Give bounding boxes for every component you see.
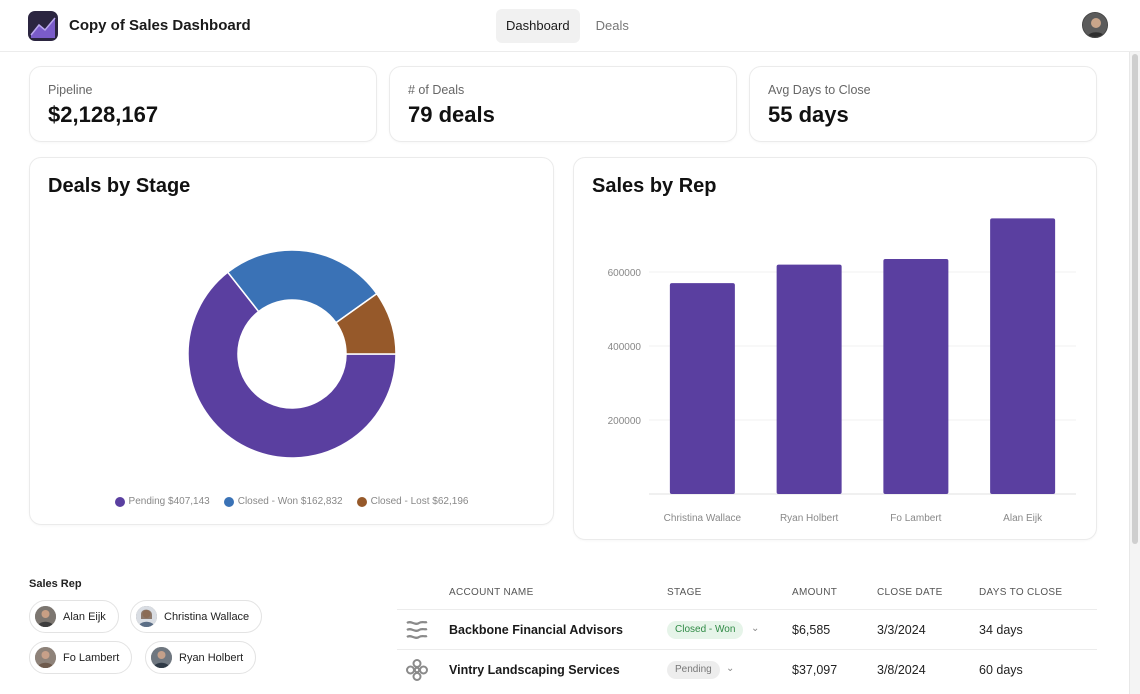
rep-chip-alan-eijk[interactable]: Alan Eijk (29, 600, 119, 633)
avatar (35, 647, 56, 668)
stage-badge[interactable]: Closed - Won (667, 621, 744, 639)
kpi-card-avg-days: Avg Days to Close 55 days (749, 66, 1097, 142)
amount-cell: $6,585 (792, 623, 831, 637)
bar-fo-lambert[interactable] (883, 259, 949, 494)
legend-label: Closed - Won $162,832 (237, 496, 343, 507)
sales-by-rep-card: Sales by Rep 200000 400000 600000 Christina… (573, 157, 1097, 540)
bar-alan-eijk[interactable] (990, 218, 1056, 494)
kpi-label: Pipeline (48, 83, 93, 97)
legend-label: Pending $407,143 (128, 496, 210, 507)
main-nav: Dashboard Deals (496, 9, 639, 43)
chevron-down-icon[interactable]: ⌄ (726, 663, 735, 674)
kpi-value: 79 deals (408, 102, 495, 127)
chart-legend: Pending $407,143 Closed - Won $162,832 C… (30, 496, 553, 507)
y-tick-label: 400000 (608, 342, 642, 353)
chevron-down-icon[interactable]: ⌄ (751, 623, 760, 634)
flower-logo-icon (405, 658, 429, 682)
donut-chart (187, 249, 397, 459)
rep-chip-label: Christina Wallace (164, 610, 250, 623)
y-tick-label: 200000 (608, 416, 642, 427)
column-header-stage[interactable]: STAGE (667, 587, 702, 598)
kpi-card-deals: # of Deals 79 deals (389, 66, 737, 142)
app-logo-icon (28, 11, 58, 41)
close-date-cell: 3/8/2024 (877, 663, 926, 677)
x-tick-label: Fo Lambert (890, 513, 941, 524)
avatar (35, 606, 56, 627)
column-header-account[interactable]: ACCOUNT NAME (449, 587, 534, 598)
close-date-cell: 3/3/2024 (877, 623, 926, 637)
page-scrollbar[interactable] (1129, 52, 1140, 694)
wave-logo-icon (405, 618, 429, 642)
column-header-amount[interactable]: AMOUNT (792, 587, 838, 598)
rep-chip-label: Fo Lambert (63, 651, 120, 664)
deals-by-stage-card: Deals by Stage Pending $407,143 Closed -… (29, 157, 554, 525)
avatar (151, 647, 172, 668)
legend-swatch (114, 496, 125, 507)
column-header-close-date[interactable]: CLOSE DATE (877, 587, 943, 598)
donut-slice-pending[interactable] (187, 271, 397, 459)
amount-cell: $37,097 (792, 663, 838, 677)
rep-chip-label: Alan Eijk (63, 610, 106, 623)
bar-ryan-holbert[interactable] (776, 264, 842, 494)
rep-chip-christina-wallace[interactable]: Christina Wallace (130, 600, 263, 633)
donut-slice-closed-lost[interactable] (334, 292, 397, 355)
column-header-days-to-close[interactable]: DAYS TO CLOSE (979, 587, 1063, 598)
kpi-value: $2,128,167 (48, 102, 159, 127)
days-to-close-cell: 34 days (979, 623, 1023, 637)
legend-label: Closed - Lost $62,196 (370, 496, 469, 507)
x-tick-label: Ryan Holbert (780, 513, 839, 524)
legend-swatch (223, 496, 234, 507)
avatar (136, 606, 157, 627)
x-tick-label: Christina Wallace (664, 513, 742, 524)
rep-chip-fo-lambert[interactable]: Fo Lambert (29, 641, 133, 674)
table-row[interactable]: Backbone Financial Advisors Closed - Won… (397, 609, 1097, 649)
account-name[interactable]: Vintry Landscaping Services (449, 663, 620, 677)
chart-title: Deals by Stage (48, 175, 191, 197)
donut-slice-closed-won[interactable] (226, 249, 378, 324)
kpi-value: 55 days (768, 102, 849, 127)
kpi-card-pipeline: Pipeline $2,128,167 (29, 66, 377, 142)
y-tick-label: 600000 (608, 268, 642, 279)
legend-item-pending[interactable]: Pending $407,143 (114, 496, 210, 507)
stage-badge[interactable]: Pending (667, 661, 720, 679)
legend-swatch (356, 496, 367, 507)
app-title: Copy of Sales Dashboard (69, 17, 251, 34)
legend-item-closed-won[interactable]: Closed - Won $162,832 (223, 496, 343, 507)
top-bar: Copy of Sales Dashboard Dashboard Deals (0, 0, 1140, 52)
account-name[interactable]: Backbone Financial Advisors (449, 623, 623, 637)
kpi-label: # of Deals (408, 83, 465, 97)
days-to-close-cell: 60 days (979, 663, 1023, 677)
rep-chip-label: Ryan Holbert (179, 651, 244, 664)
kpi-label: Avg Days to Close (768, 83, 871, 97)
x-tick-label: Alan Eijk (1003, 513, 1043, 524)
bar-christina-wallace[interactable] (669, 283, 735, 494)
scrollbar-thumb[interactable] (1132, 54, 1138, 544)
chart-title: Sales by Rep (592, 175, 717, 197)
rep-chip-ryan-holbert[interactable]: Ryan Holbert (145, 641, 257, 674)
tab-deals[interactable]: Deals (595, 18, 629, 33)
legend-item-closed-lost[interactable]: Closed - Lost $62,196 (356, 496, 469, 507)
table-row[interactable]: Vintry Landscaping Services Pending ⌄ $3… (397, 649, 1097, 689)
tab-dashboard[interactable]: Dashboard (496, 9, 580, 43)
user-avatar[interactable] (1082, 12, 1108, 38)
sales-rep-filter-label: Sales Rep (29, 578, 82, 590)
bar-chart: 200000 400000 600000 Christina Wallace Ryan … (608, 218, 1076, 524)
